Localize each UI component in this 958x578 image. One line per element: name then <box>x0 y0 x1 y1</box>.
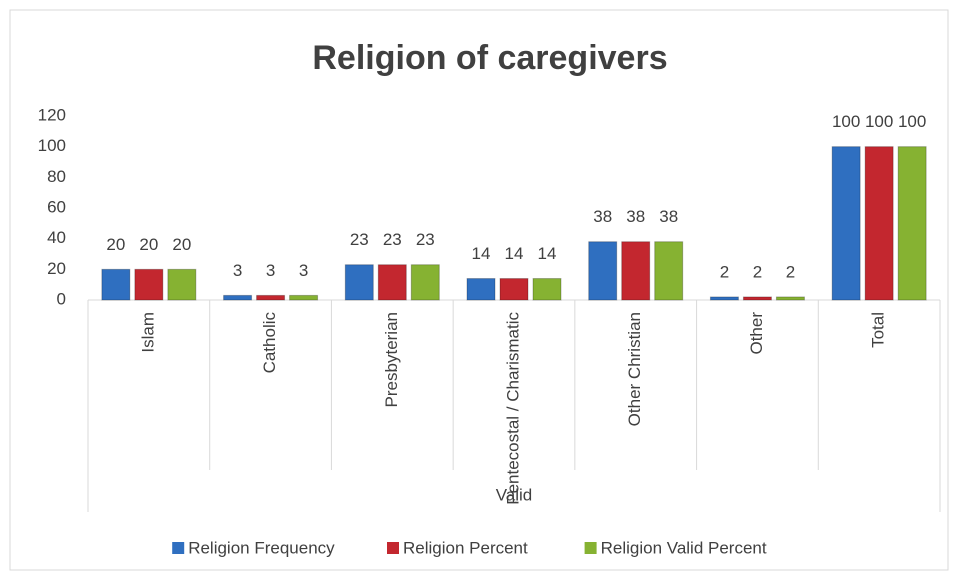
category-group-label: Valid <box>496 485 533 504</box>
legend-label: Religion Frequency <box>188 538 335 557</box>
chart-title: Religion of caregivers <box>312 39 667 77</box>
legend-swatch <box>387 542 399 554</box>
bar <box>377 264 407 301</box>
x-tick-label: Catholic <box>260 312 279 374</box>
data-label: 38 <box>593 207 612 226</box>
legend-label: Religion Valid Percent <box>601 538 767 557</box>
y-tick-label: 0 <box>57 289 66 308</box>
data-label: 23 <box>350 230 369 249</box>
bar <box>289 294 319 301</box>
bar <box>621 241 651 301</box>
data-label: 38 <box>659 207 678 226</box>
data-label: 3 <box>299 261 308 280</box>
bar <box>466 278 496 301</box>
bar <box>897 146 927 301</box>
bar <box>654 241 684 301</box>
bar <box>134 268 164 301</box>
legend-swatch <box>172 542 185 554</box>
y-tick-label: 120 <box>38 105 66 124</box>
x-tick-label: Presbyterian <box>382 312 401 407</box>
bar <box>864 146 894 301</box>
data-label: 23 <box>416 230 435 249</box>
bar <box>775 296 805 301</box>
data-label: 20 <box>172 235 191 254</box>
data-label: 2 <box>786 262 795 281</box>
data-label: 20 <box>106 235 125 254</box>
bar <box>223 294 253 301</box>
data-label: 23 <box>383 230 402 249</box>
bar <box>588 241 618 301</box>
bar <box>344 264 374 301</box>
data-label: 100 <box>865 112 893 131</box>
bar <box>410 264 440 301</box>
x-tick-label: Total <box>869 312 888 348</box>
data-label: 38 <box>626 207 645 226</box>
y-tick-label: 100 <box>38 136 66 155</box>
data-label: 14 <box>505 244 524 263</box>
y-tick-label: 40 <box>47 228 66 247</box>
legend-label: Religion Percent <box>403 538 528 557</box>
y-tick-label: 80 <box>47 167 66 186</box>
bar <box>532 278 562 301</box>
data-label: 14 <box>538 244 557 263</box>
data-label: 2 <box>753 262 762 281</box>
bar <box>709 296 739 301</box>
bar <box>831 146 861 301</box>
bar <box>499 278 529 301</box>
data-label: 100 <box>898 112 926 131</box>
x-tick-label: Pentecostal / Charismatic <box>503 312 522 505</box>
bar <box>256 294 286 301</box>
bar <box>101 268 131 301</box>
x-tick-label: Other <box>747 312 766 355</box>
data-label: 2 <box>720 262 729 281</box>
data-label: 20 <box>139 235 158 254</box>
y-tick-label: 60 <box>47 197 66 216</box>
data-label: 100 <box>832 112 860 131</box>
data-label: 14 <box>472 244 491 263</box>
data-label: 3 <box>266 261 275 280</box>
data-label: 3 <box>233 261 242 280</box>
y-tick-label: 20 <box>47 259 66 278</box>
x-tick-label: Other Christian <box>625 312 644 426</box>
bar <box>167 268 197 301</box>
legend-swatch <box>584 542 597 554</box>
bar <box>742 296 772 301</box>
x-tick-label: Islam <box>138 312 157 353</box>
